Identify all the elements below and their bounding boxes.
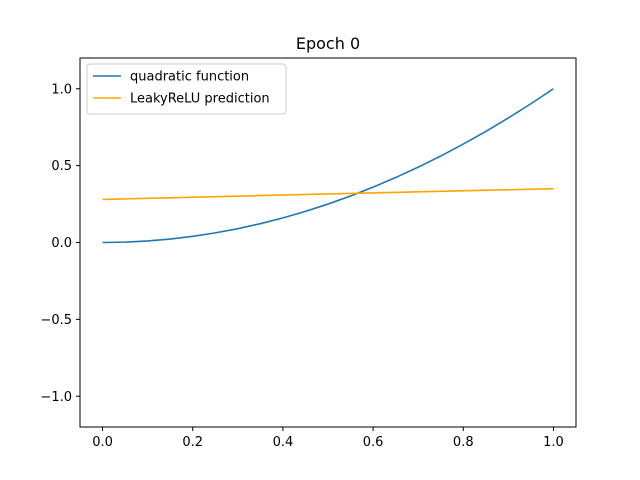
legend: quadratic function LeakyReLU prediction xyxy=(86,63,287,115)
x-tick-label: 0.6 xyxy=(363,435,384,450)
y-axis-ticks: −1.0 −0.5 0.0 0.5 1.0 xyxy=(40,82,80,405)
chart-title: Epoch 0 xyxy=(296,34,360,53)
x-tick-label: 1.0 xyxy=(543,435,564,450)
series-line xyxy=(102,88,554,244)
y-tick-label: −1.0 xyxy=(40,390,72,405)
x-tick-label: 0.2 xyxy=(182,435,203,450)
series-line xyxy=(102,187,554,201)
legend-label: LeakyReLU prediction xyxy=(130,92,270,107)
x-tick-label: 0.8 xyxy=(453,435,474,450)
x-tick-label: 0.4 xyxy=(273,435,294,450)
legend-box xyxy=(86,63,287,115)
y-tick-label: 1.0 xyxy=(51,82,72,97)
y-tick-label: 0.0 xyxy=(51,236,72,251)
x-axis-ticks: 0.0 0.2 0.4 0.6 0.8 1.0 xyxy=(92,427,564,450)
legend-label: quadratic function xyxy=(130,70,249,85)
y-tick-label: 0.5 xyxy=(51,159,72,174)
x-tick-label: 0.0 xyxy=(92,435,113,450)
y-tick-label: −0.5 xyxy=(40,313,72,328)
plot-area xyxy=(102,88,554,244)
